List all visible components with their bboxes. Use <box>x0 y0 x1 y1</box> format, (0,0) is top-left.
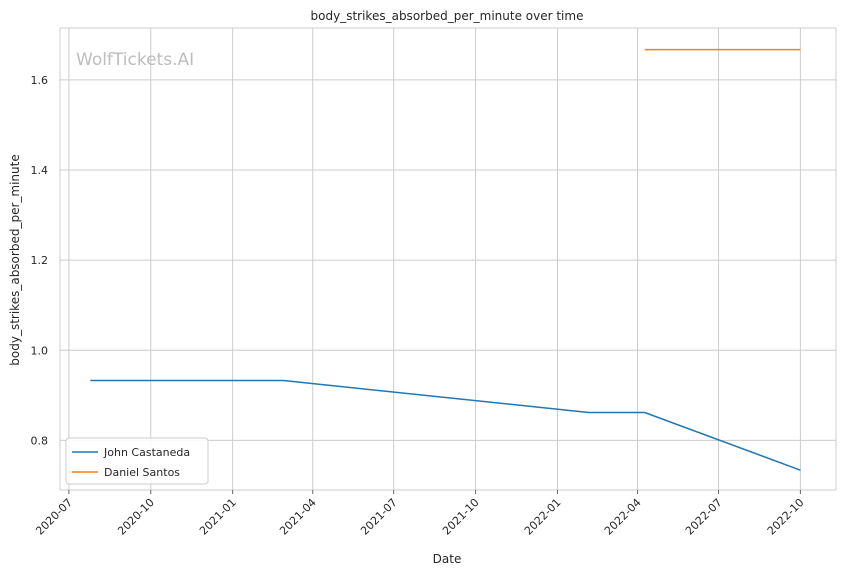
y-tick-label: 0.8 <box>31 434 49 447</box>
y-axis-ticks: 0.8 1.0 1.2 1.4 1.6 <box>31 74 49 448</box>
x-axis-label: Date <box>433 552 462 566</box>
y-tick-label: 1.4 <box>31 164 49 177</box>
chart-title: body_strikes_absorbed_per_minute over ti… <box>311 9 584 23</box>
legend-label: John Castaneda <box>103 446 190 459</box>
y-tick-label: 1.6 <box>31 74 49 87</box>
legend: John Castaneda Daniel Santos <box>65 437 209 485</box>
watermark: WolfTickets.AI <box>76 50 194 70</box>
series-line-0 <box>90 379 801 471</box>
legend-label: Daniel Santos <box>104 466 180 479</box>
y-axis-label: body_strikes_absorbed_per_minute <box>8 154 22 365</box>
series-layer <box>90 48 801 471</box>
plot-frame <box>59 27 837 491</box>
y-tick-label: 1.2 <box>31 254 49 267</box>
y-tick-label: 1.0 <box>31 344 49 357</box>
legend-box <box>65 437 209 485</box>
